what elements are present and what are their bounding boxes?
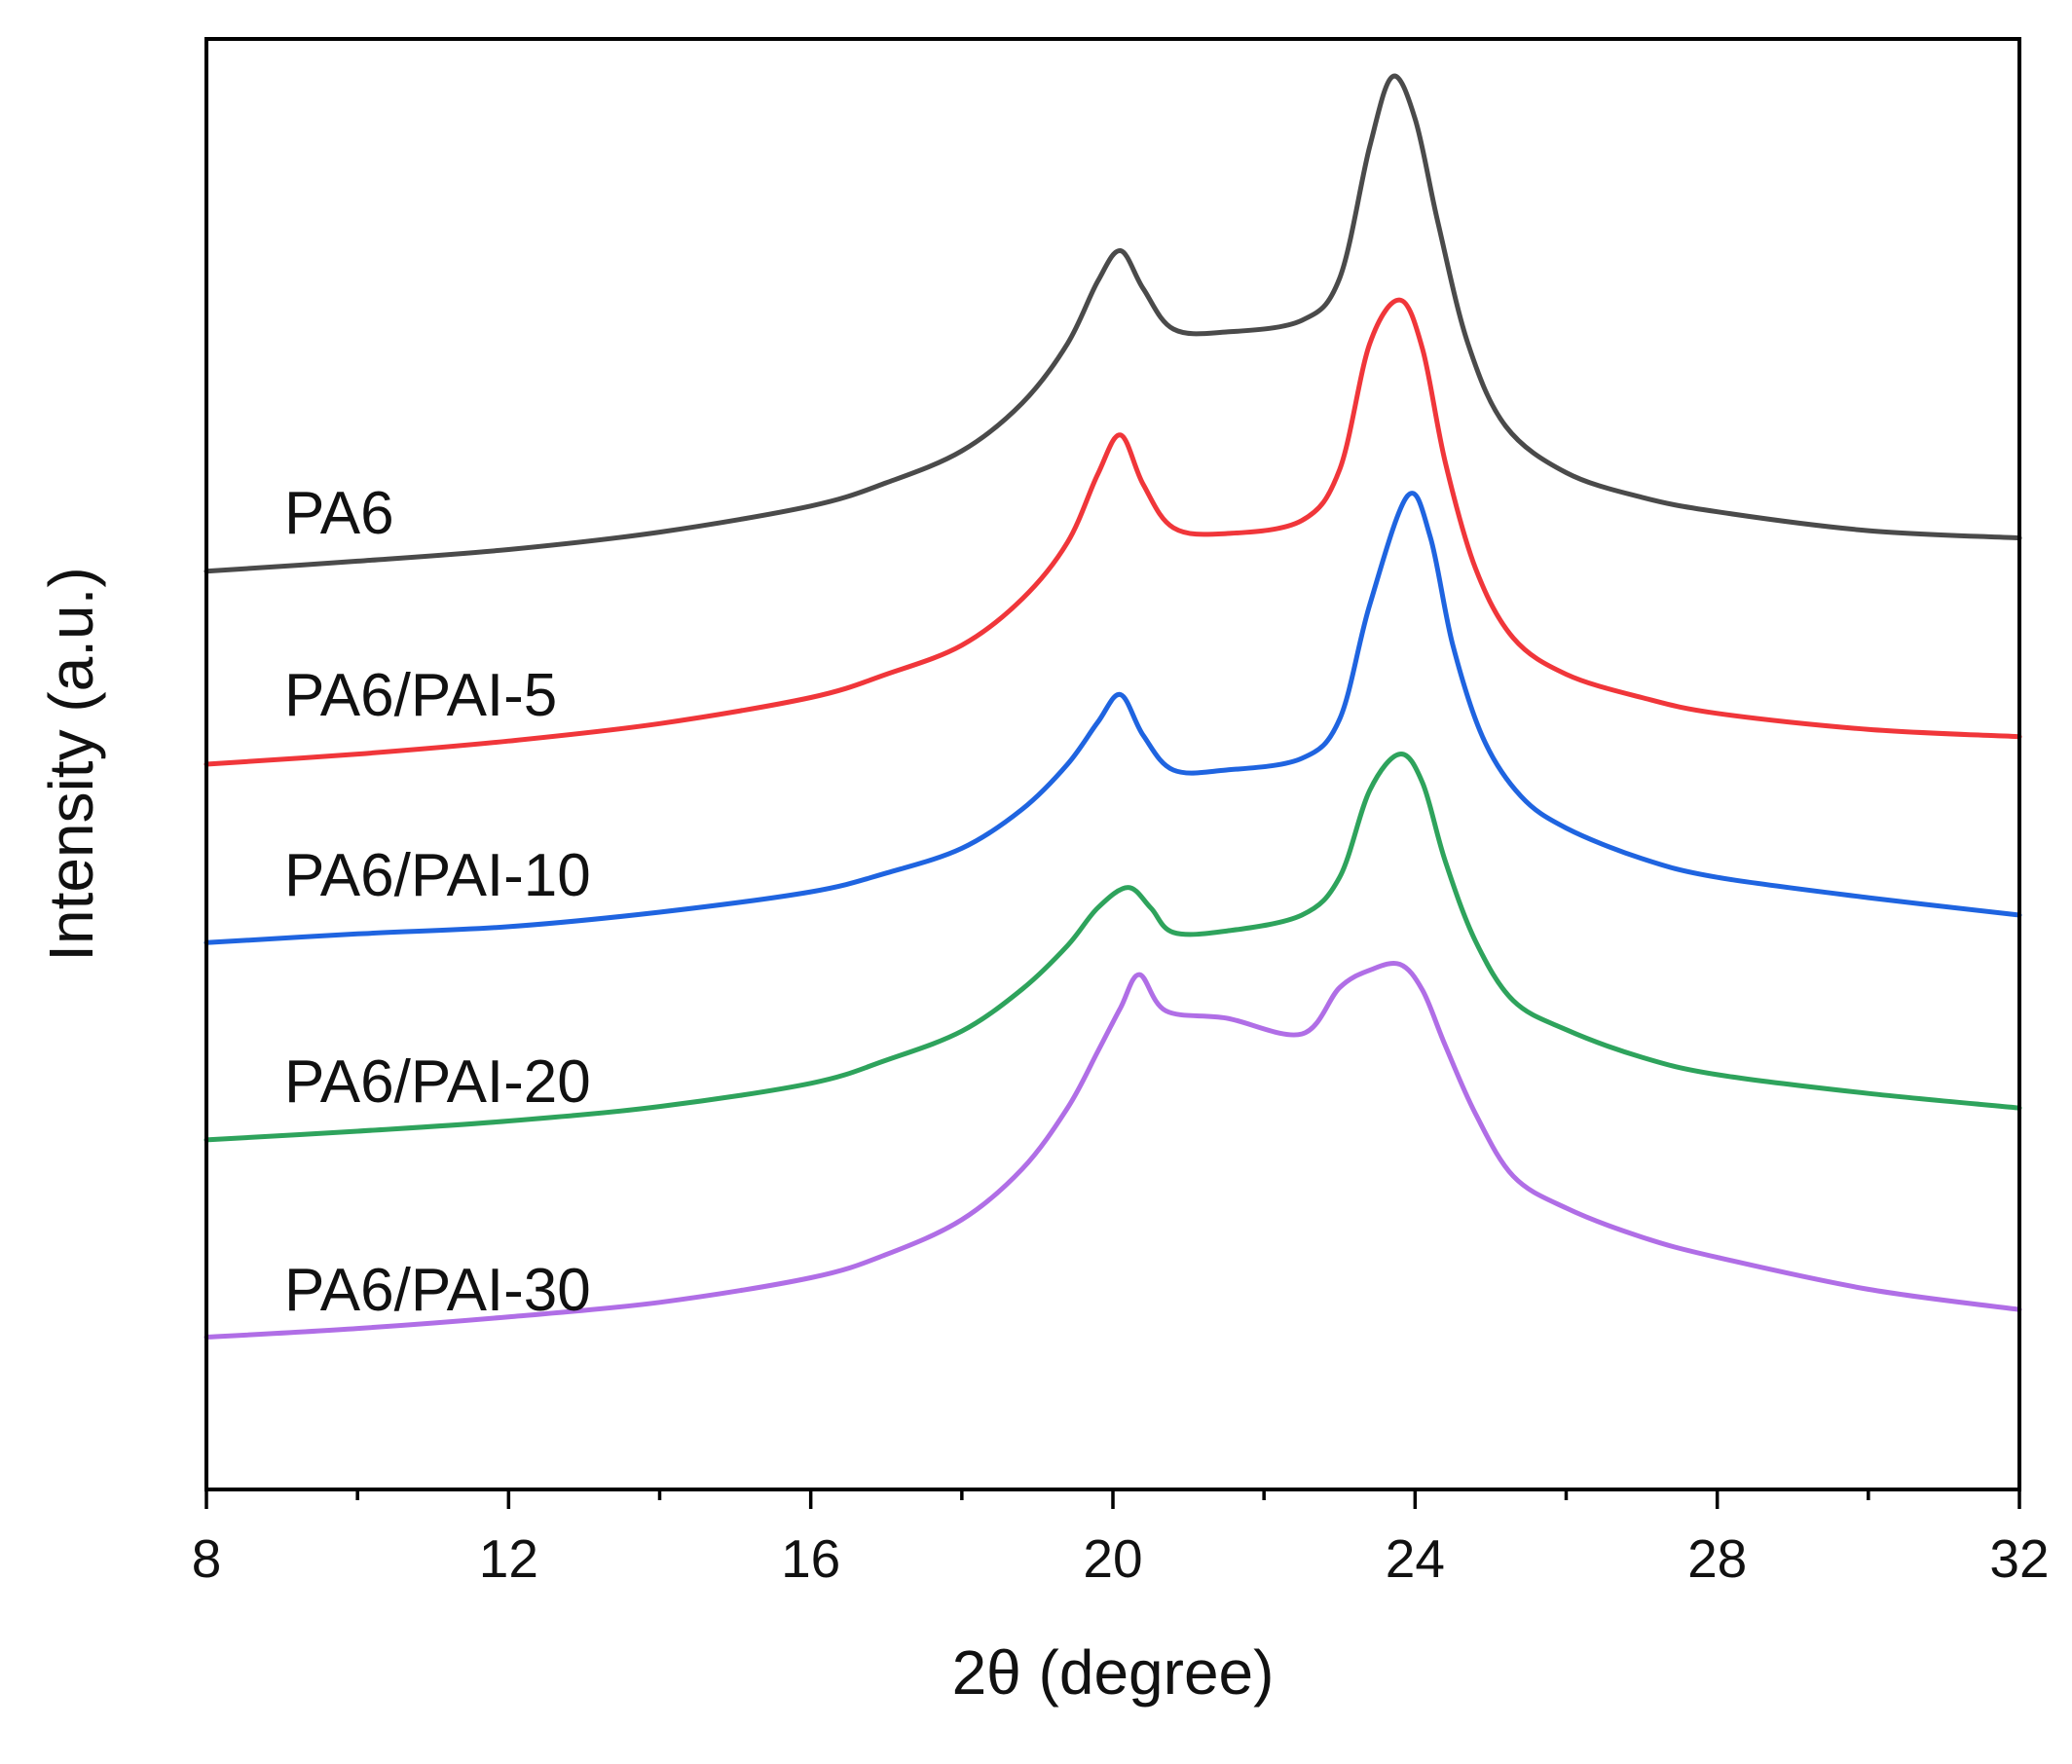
series-line-pa6-pai-10 [204, 491, 2022, 945]
series-label: PA6/PAI-30 [284, 1257, 591, 1324]
x-axis-ticks: 8 12 16 20 24 28 32 [192, 1489, 2050, 1589]
x-axis-title: 2θ (degree) [952, 1637, 1275, 1708]
series-layer [204, 73, 2022, 1340]
series-line-pa6 [204, 73, 2022, 574]
series-label-layer: PA6 PA6/PAI-5 PA6/PAI-10 PA6/PAI-20 PA6/PAI-… [284, 480, 591, 1324]
series-line-pa6-pai-30 [204, 961, 2022, 1340]
x-tick-label: 8 [192, 1528, 222, 1589]
x-tick-label: 28 [1687, 1528, 1747, 1589]
series-label: PA6/PAI-10 [284, 842, 591, 909]
series-label: PA6 [284, 480, 394, 547]
x-tick-label: 16 [781, 1528, 840, 1589]
series-line-pa6-pai-5 [204, 297, 2022, 767]
series-label: PA6/PAI-20 [284, 1048, 591, 1116]
x-tick-label: 32 [1989, 1528, 2049, 1589]
x-tick-label: 20 [1083, 1528, 1142, 1589]
y-axis-title: Intensity (a.u.) [36, 567, 106, 962]
series-label: PA6/PAI-5 [284, 662, 557, 729]
x-tick-label: 12 [479, 1528, 538, 1589]
series-line-pa6-pai-20 [204, 752, 2022, 1143]
x-tick-label: 24 [1386, 1528, 1445, 1589]
